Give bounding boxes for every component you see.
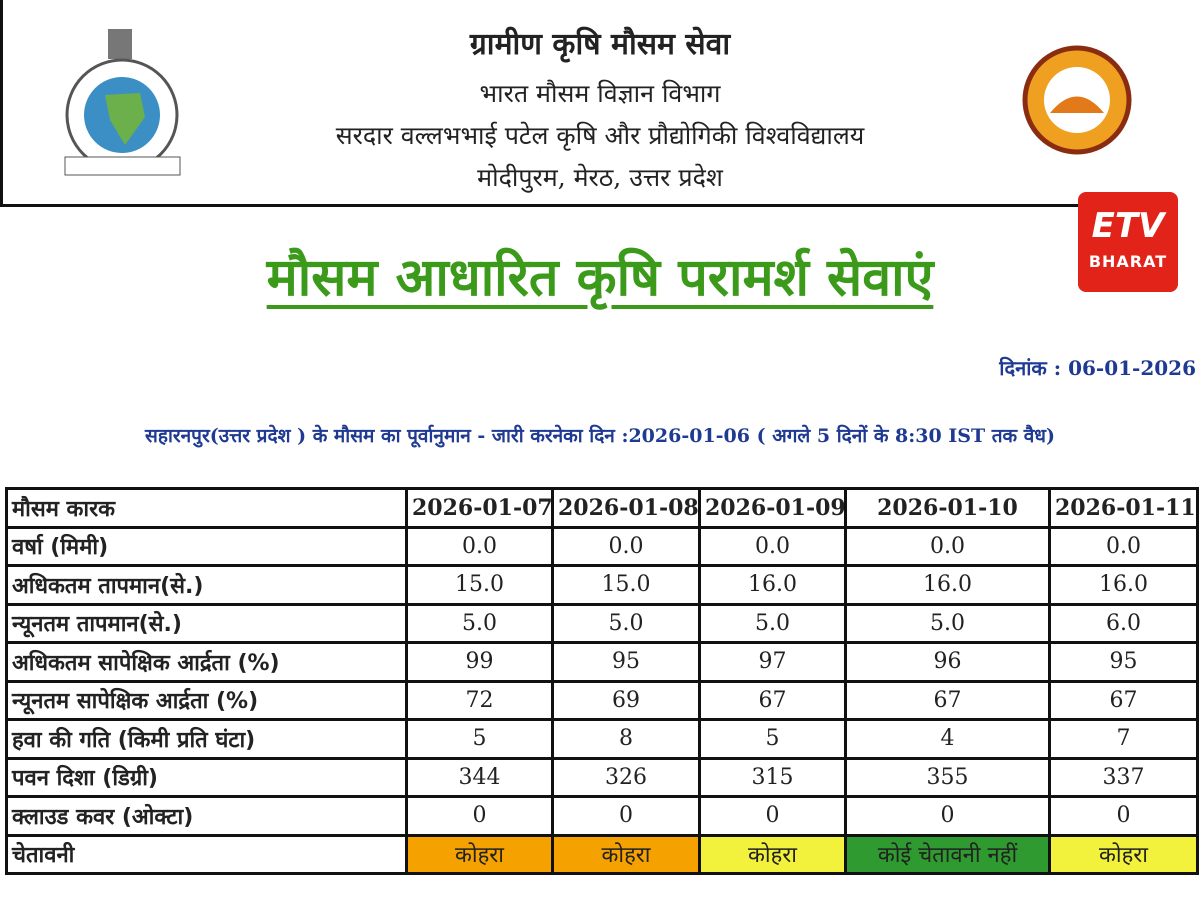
- table-cell: 72: [405, 679, 554, 721]
- column-date: 2026-01-09: [698, 487, 847, 529]
- table-cell: 5.0: [551, 602, 701, 644]
- table-cell: 7: [1048, 718, 1199, 760]
- table-row: पवन दिशा (डिग्री) 344 326 315 355 337: [5, 756, 1199, 798]
- table-cell: 326: [551, 756, 701, 798]
- table-row: क्लाउड कवर (ओक्टा) 0 0 0 0 0: [5, 795, 1199, 837]
- header-row: मौसम कारक 2026-01-07 2026-01-08 2026-01-09 2…: [5, 487, 1199, 529]
- row-label: न्यूनतम तापमान(से.): [5, 602, 408, 644]
- table-cell: 4: [844, 718, 1051, 760]
- table-cell: 69: [551, 679, 701, 721]
- main-heading: मौसम आधारित कृषि परामर्श सेवाएं: [266, 248, 934, 308]
- table-cell: 16.0: [1048, 564, 1199, 606]
- row-label: अधिकतम सापेक्षिक आर्द्रता (%): [5, 641, 408, 683]
- table-cell: 5.0: [405, 602, 554, 644]
- date-value: 06-01-2026: [1068, 356, 1196, 380]
- row-label: अधिकतम तापमान(से.): [5, 564, 408, 606]
- header-university: सरदार वल्लभभाई पटेल कृषि और प्रौद्योगिकी…: [335, 121, 865, 150]
- header-title: ग्रामीण कृषि मौसम सेवा: [469, 27, 731, 62]
- row-label: हवा की गति (किमी प्रति घंटा): [5, 718, 408, 760]
- table-cell: 95: [1048, 641, 1199, 683]
- row-label: चेतावनी: [5, 833, 408, 875]
- table-cell: कोहरा: [551, 833, 701, 875]
- table-cell: 0.0: [551, 525, 701, 567]
- table-cell: 67: [1048, 679, 1199, 721]
- logo-land: [105, 93, 145, 145]
- forecast-line: सहारनपुर(उत्तर प्रदेश ) के मौसम का पूर्व…: [145, 425, 1055, 447]
- row-label: वर्षा (मिमी): [5, 525, 408, 567]
- table-cell: 5: [698, 718, 847, 760]
- header-location: मोदीपुरम, मेरठ, उत्तर प्रदेश: [477, 163, 723, 192]
- channel-brand: BHARAT: [1088, 252, 1168, 271]
- channel-logo: ETV BHARAT: [1078, 192, 1178, 292]
- column-date: 2026-01-10: [844, 487, 1051, 529]
- forecast-table: मौसम कारक 2026-01-07 2026-01-08 2026-01-09 2…: [5, 487, 1199, 875]
- table-cell: कोहरा: [405, 833, 554, 875]
- row-label: न्यूनतम सापेक्षिक आर्द्रता (%): [5, 679, 408, 721]
- table-cell: 5.0: [698, 602, 847, 644]
- border: [0, 0, 3, 207]
- table-cell: कोई चेतावनी नहीं: [844, 833, 1051, 875]
- table-cell: 0.0: [698, 525, 847, 567]
- table-cell: 0.0: [844, 525, 1051, 567]
- table-cell: 6.0: [1048, 602, 1199, 644]
- table-cell: 95: [551, 641, 701, 683]
- table-cell: 355: [844, 756, 1051, 798]
- row-label: क्लाउड कवर (ओक्टा): [5, 795, 408, 837]
- table-cell: 15.0: [405, 564, 554, 606]
- column-date: 2026-01-11: [1048, 487, 1199, 529]
- header-department: भारत मौसम विज्ञान विभाग: [479, 79, 721, 108]
- table-cell: 99: [405, 641, 554, 683]
- table-cell: 344: [405, 756, 554, 798]
- table-cell: 5.0: [844, 602, 1051, 644]
- table-cell: 0: [698, 795, 847, 837]
- row-label: पवन दिशा (डिग्री): [5, 756, 408, 798]
- table-row: अधिकतम सापेक्षिक आर्द्रता (%) 99 95 97 96 95: [5, 641, 1199, 683]
- column-date: 2026-01-07: [405, 487, 554, 529]
- date-label: दिनांक :: [999, 356, 1062, 380]
- table-cell: कोहरा: [1048, 833, 1199, 875]
- table-cell: 16.0: [698, 564, 847, 606]
- logo-ribbon: [64, 156, 181, 176]
- table-row: वर्षा (मिमी) 0.0 0.0 0.0 0.0 0.0: [5, 525, 1199, 567]
- table-cell: 0.0: [405, 525, 554, 567]
- imd-logo: [64, 29, 181, 176]
- table-cell: 8: [551, 718, 701, 760]
- university-logo: [1022, 45, 1132, 155]
- table-cell: 67: [844, 679, 1051, 721]
- channel-name: ETV: [1091, 206, 1165, 246]
- divider: [0, 204, 1168, 207]
- table-row: चेतावनी कोहरा कोहरा कोहरा कोई चेतावनी नहीं को…: [5, 833, 1199, 875]
- date: दिनांक : 06-01-2026: [999, 354, 1196, 381]
- table-cell: 0: [844, 795, 1051, 837]
- table-cell: कोहरा: [698, 833, 847, 875]
- table-row: अधिकतम तापमान(से.) 15.0 15.0 16.0 16.0 16.0: [5, 564, 1199, 606]
- table-cell: 0: [551, 795, 701, 837]
- emblem: [108, 29, 132, 59]
- column-label: मौसम कारक: [5, 487, 408, 529]
- table-cell: 0: [1048, 795, 1199, 837]
- table-cell: 15.0: [551, 564, 701, 606]
- table-row: हवा की गति (किमी प्रति घंटा) 5 8 5 4 7: [5, 718, 1199, 760]
- column-date: 2026-01-08: [551, 487, 701, 529]
- table-cell: 67: [698, 679, 847, 721]
- table-row: न्यूनतम सापेक्षिक आर्द्रता (%) 72 69 67 67 67: [5, 679, 1199, 721]
- table-cell: 5: [405, 718, 554, 760]
- table-cell: 0: [405, 795, 554, 837]
- table-cell: 0.0: [1048, 525, 1199, 567]
- table-row: न्यूनतम तापमान(से.) 5.0 5.0 5.0 5.0 6.0: [5, 602, 1199, 644]
- table-cell: 97: [698, 641, 847, 683]
- table-cell: 315: [698, 756, 847, 798]
- table-cell: 16.0: [844, 564, 1051, 606]
- table-cell: 96: [844, 641, 1051, 683]
- table-cell: 337: [1048, 756, 1199, 798]
- logo-sun: [1050, 96, 1104, 113]
